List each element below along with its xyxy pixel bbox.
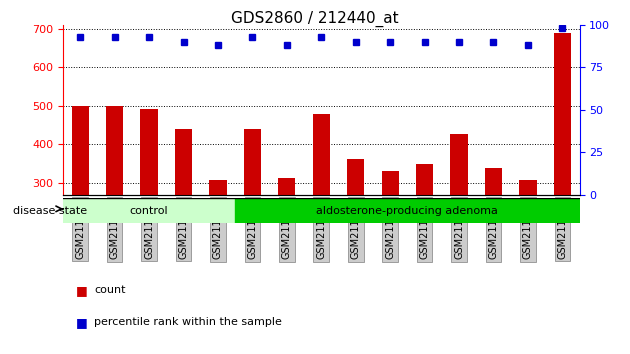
Bar: [416, 164, 433, 299]
Bar: [235, 198, 580, 223]
Bar: [63, 198, 235, 223]
Bar: [278, 178, 295, 299]
Bar: [209, 180, 227, 299]
Bar: [382, 171, 399, 299]
Bar: [140, 109, 158, 299]
Bar: [106, 106, 123, 299]
Text: disease state: disease state: [13, 206, 87, 216]
Text: aldosterone-producing adenoma: aldosterone-producing adenoma: [316, 206, 498, 216]
Text: percentile rank within the sample: percentile rank within the sample: [94, 317, 282, 327]
Text: control: control: [130, 206, 168, 216]
Bar: [554, 33, 571, 299]
Bar: [175, 129, 192, 299]
Bar: [244, 129, 261, 299]
Bar: [450, 134, 467, 299]
Text: ■: ■: [76, 284, 88, 297]
Bar: [519, 180, 537, 299]
Bar: [72, 106, 89, 299]
Bar: [347, 159, 364, 299]
Text: GDS2860 / 212440_at: GDS2860 / 212440_at: [231, 11, 399, 27]
Text: count: count: [94, 285, 126, 295]
Bar: [312, 114, 330, 299]
Bar: [485, 169, 502, 299]
Text: ■: ■: [76, 316, 88, 329]
